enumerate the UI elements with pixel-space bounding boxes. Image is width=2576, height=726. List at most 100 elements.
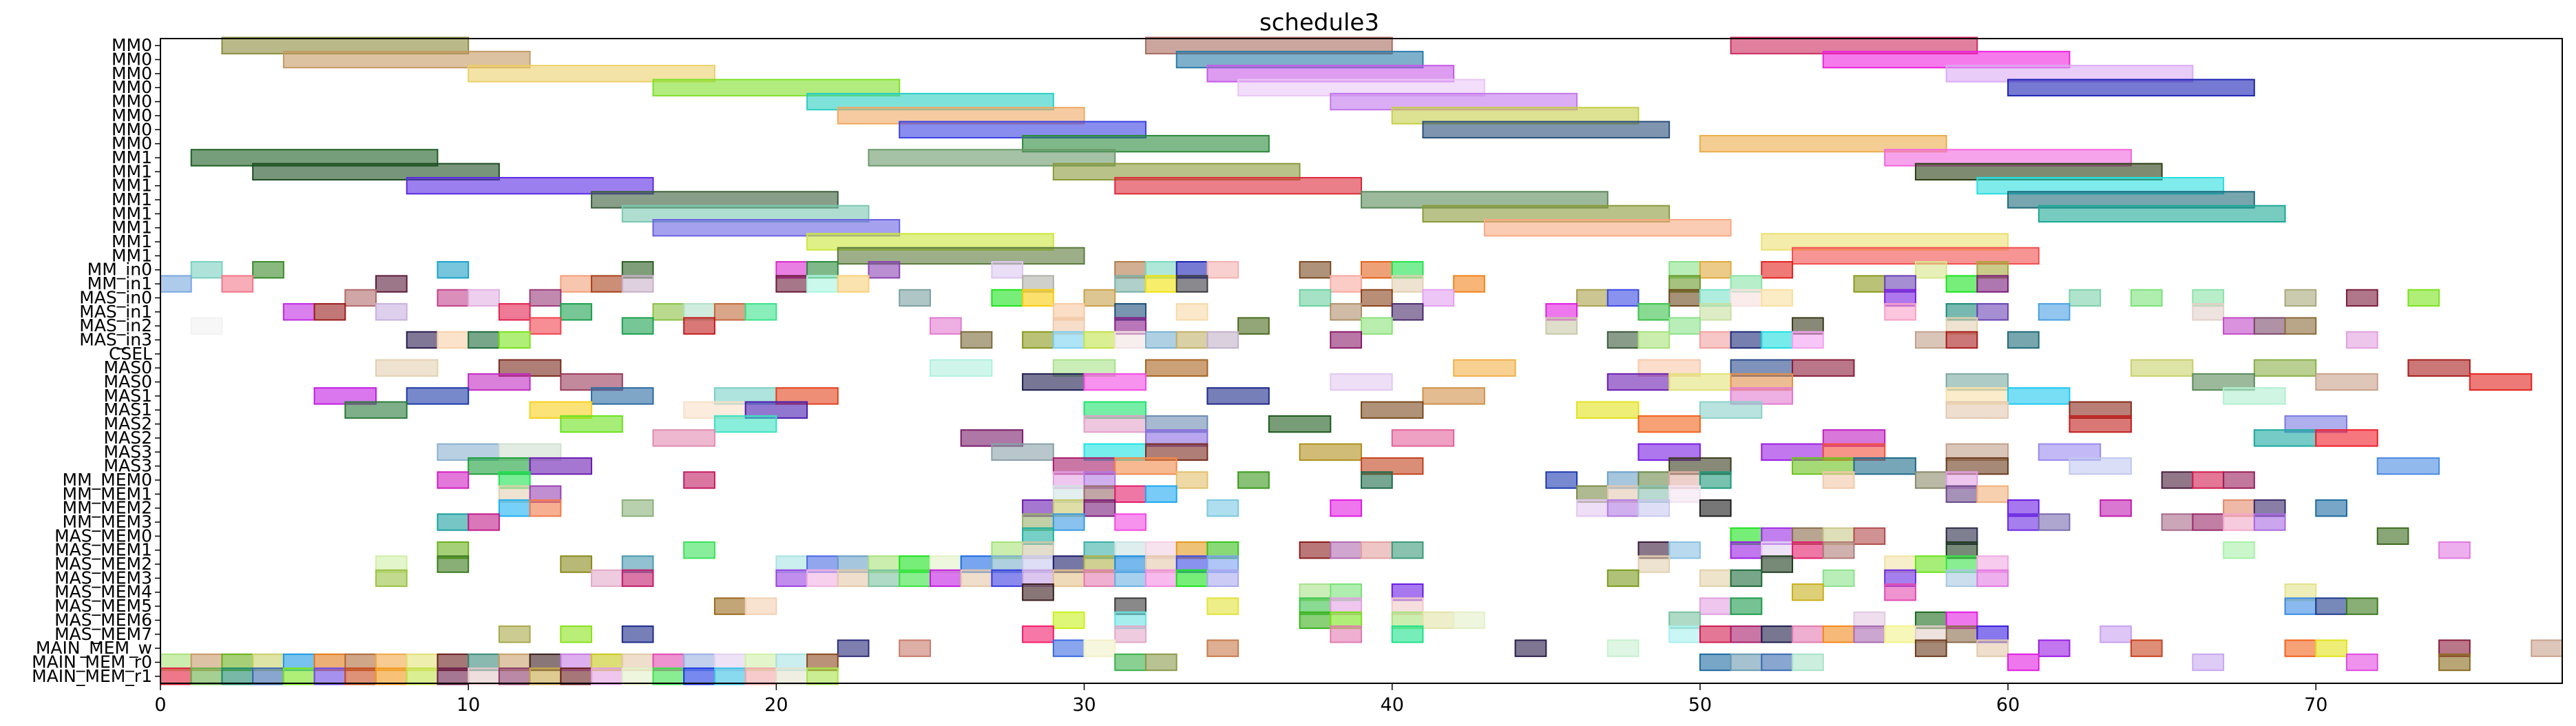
task-bar-439 <box>899 639 931 657</box>
task-bar-89 <box>1022 289 1054 307</box>
task-bar-95 <box>1606 289 1640 307</box>
task-bar-367 <box>775 569 808 588</box>
task-bar-292 <box>1699 499 1732 517</box>
task-bar-287 <box>1206 499 1239 517</box>
task-bar-132 <box>683 317 715 335</box>
task-bar-486 <box>190 667 223 685</box>
task-bar-107 <box>282 303 315 321</box>
task-bar-483 <box>2345 653 2378 672</box>
task-bar-161 <box>1730 331 1763 349</box>
y-tick-label-29: MAS3 <box>104 442 152 461</box>
task-bar-414 <box>1453 611 1485 630</box>
task-bar-191 <box>2469 373 2533 391</box>
task-bar-504 <box>744 667 777 685</box>
task-bars <box>160 37 2563 685</box>
task-bar-167 <box>2345 331 2378 349</box>
task-bar-281 <box>498 499 531 517</box>
task-bar-218 <box>1637 415 1701 433</box>
task-bar-427 <box>1699 625 1732 643</box>
y-tick-label-37: MAS_MEM2 <box>54 554 152 574</box>
y-tick-label-36: MAS_MEM1 <box>54 540 152 560</box>
task-bar-57 <box>1699 261 1732 279</box>
task-bar-197 <box>1206 387 1270 405</box>
task-bar-67 <box>775 275 808 293</box>
task-bar-124 <box>1884 303 1916 321</box>
task-bar-335 <box>1822 541 1855 559</box>
task-bar-263 <box>1822 471 1855 489</box>
task-bar-397 <box>744 597 777 615</box>
y-tick-label-4: MM0 <box>112 92 152 112</box>
task-bar-484 <box>2438 653 2471 672</box>
task-bar-426 <box>1668 625 1701 643</box>
task-bar-99 <box>1761 289 1794 307</box>
task-bar-147 <box>468 331 500 349</box>
task-bar-142 <box>2223 317 2255 335</box>
task-bar-128 <box>2192 303 2225 321</box>
task-bar-482 <box>2192 653 2225 672</box>
task-bar-11 <box>2007 79 2255 96</box>
task-bar-101 <box>2069 289 2102 307</box>
task-bar-133 <box>929 317 962 335</box>
task-bar-203 <box>344 401 408 419</box>
task-bar-127 <box>2038 303 2071 321</box>
task-bar-211 <box>1945 401 2009 419</box>
task-bar-481 <box>2007 653 2040 672</box>
task-bar-334 <box>1792 541 1824 559</box>
task-bar-282 <box>529 499 562 517</box>
task-bar-84 <box>437 289 470 307</box>
task-bar-452 <box>2531 639 2563 657</box>
task-bar-370 <box>868 569 901 588</box>
x-tick-label-1: 10 <box>457 694 480 716</box>
task-bar-384 <box>1730 569 1763 588</box>
y-tick-label-17: MM_in1 <box>87 273 152 293</box>
x-tick-label-7: 70 <box>2304 694 2327 716</box>
y-tick-label-2: MM0 <box>112 63 152 83</box>
task-bar-419 <box>498 625 531 643</box>
y-tick-label-0: MM0 <box>112 35 152 55</box>
task-bar-156 <box>1206 331 1239 349</box>
task-bar-291 <box>1637 499 1671 517</box>
task-bar-448 <box>2130 639 2163 657</box>
task-bar-488 <box>252 667 284 685</box>
task-bar-98 <box>1730 289 1763 307</box>
task-bar-193 <box>406 387 470 405</box>
task-bar-373 <box>960 569 993 588</box>
task-bar-151 <box>1052 331 1085 349</box>
task-bar-441 <box>1083 639 1116 657</box>
x-tick-label-4: 40 <box>1381 694 1404 716</box>
task-bar-442 <box>1206 639 1239 657</box>
task-bar-385 <box>1822 569 1855 588</box>
task-bar-487 <box>221 667 254 685</box>
task-bar-405 <box>2284 597 2317 615</box>
task-bar-90 <box>1083 289 1116 307</box>
task-bar-122 <box>1637 303 1671 321</box>
y-tick-label-6: MM0 <box>112 119 152 139</box>
task-bar-378 <box>1114 569 1146 588</box>
y-tick-label-35: MAS_MEM0 <box>54 526 152 546</box>
task-bar-62 <box>221 275 254 293</box>
task-bar-408 <box>1052 611 1085 630</box>
y-tick-label-12: MM1 <box>112 203 152 223</box>
task-bar-366 <box>621 569 654 588</box>
task-bar-9 <box>652 79 901 96</box>
task-bar-185 <box>1606 373 1671 391</box>
y-tick-label-39: MAS_MEM4 <box>54 582 152 602</box>
task-bar-145 <box>406 331 439 349</box>
task-bar-424 <box>1330 625 1363 643</box>
y-tick-label-45: MAIN_MEM_r1 <box>32 666 152 686</box>
y-tick-label-11: MM1 <box>112 189 152 209</box>
task-bar-372 <box>929 569 962 588</box>
task-bar-294 <box>2099 499 2132 517</box>
task-bar-491 <box>344 667 377 685</box>
task-bar-316 <box>2376 527 2409 546</box>
task-bar-111 <box>560 303 593 321</box>
task-bar-217 <box>1268 415 1332 433</box>
y-tick-label-26: MAS1 <box>104 400 152 419</box>
y-tick-label-10: MM1 <box>112 176 152 196</box>
row-labels: MM0MM0MM0MM0MM0MM0MM0MM0MM1MM1MM1MM1MM1M… <box>32 35 160 686</box>
task-bar-371 <box>899 569 931 588</box>
task-bar-446 <box>1976 639 2009 657</box>
task-bar-506 <box>806 667 839 685</box>
y-tick-label-27: MAS2 <box>104 414 152 434</box>
